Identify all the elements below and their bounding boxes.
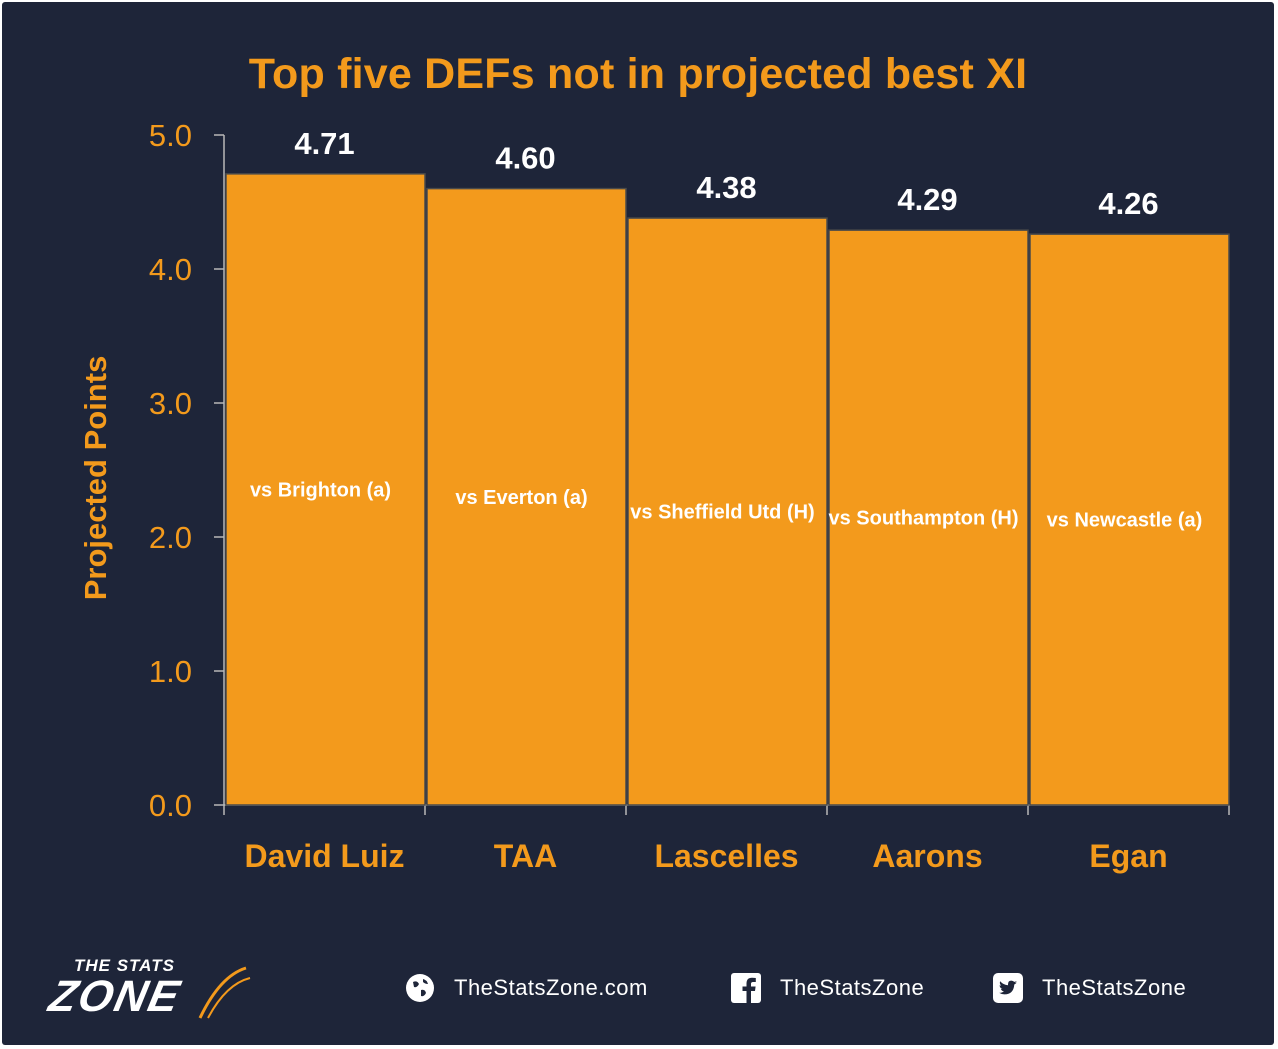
facebook-link[interactable]: TheStatsZone bbox=[730, 972, 924, 1004]
bar bbox=[426, 187, 627, 806]
x-tick-label: David Luiz bbox=[244, 838, 404, 874]
logo-main-text: ZONE bbox=[44, 972, 186, 1021]
bar bbox=[828, 229, 1029, 806]
bar-annotation: vs Southampton (H) bbox=[829, 508, 1019, 530]
y-tick-label: 0.0 bbox=[149, 788, 192, 823]
y-tick-label: 1.0 bbox=[149, 654, 192, 689]
y-tick-label: 3.0 bbox=[149, 386, 192, 421]
x-tick-label: Lascelles bbox=[654, 838, 798, 874]
bar-chart: 0.0 1.0 2.0 3.0 4.0 5.0 4.71 David Luiz vs Brig… bbox=[78, 118, 1230, 874]
bar-annotation: vs Brighton (a) bbox=[250, 479, 391, 501]
bar-annotation: vs Sheffield Utd (H) bbox=[630, 502, 814, 524]
website-link[interactable]: TheStatsZone.com bbox=[404, 972, 648, 1004]
bar bbox=[1029, 233, 1230, 806]
y-tick-label: 5.0 bbox=[149, 118, 192, 153]
x-tick-label: Aarons bbox=[872, 838, 982, 874]
data-label: 4.60 bbox=[495, 141, 555, 176]
data-label: 4.38 bbox=[696, 170, 756, 205]
data-label: 4.29 bbox=[897, 182, 957, 217]
facebook-icon bbox=[731, 973, 761, 1003]
stats-zone-logo: THE STATS ZONE bbox=[45, 956, 270, 1026]
data-label: 4.26 bbox=[1098, 186, 1158, 221]
twitter-link[interactable]: TheStatsZone bbox=[992, 972, 1186, 1004]
y-tick-label: 4.0 bbox=[149, 252, 192, 287]
bar-annotation: vs Everton (a) bbox=[455, 487, 587, 509]
twitter-text: TheStatsZone bbox=[1042, 975, 1187, 1000]
bar-annotation: vs Newcastle (a) bbox=[1047, 510, 1203, 532]
data-label: 4.71 bbox=[294, 126, 354, 161]
x-tick-label: Egan bbox=[1089, 838, 1167, 874]
y-tick-label: 2.0 bbox=[149, 520, 192, 555]
twitter-icon bbox=[993, 973, 1023, 1003]
globe-icon bbox=[406, 974, 434, 1002]
bar bbox=[627, 217, 828, 806]
logo-top-text: THE STATS bbox=[74, 956, 175, 975]
footer: THE STATS ZONE TheStatsZone.com TheStats… bbox=[2, 942, 1274, 1042]
chart-title: Top five DEFs not in projected best XI bbox=[248, 50, 1028, 98]
bar bbox=[225, 173, 426, 806]
x-tick-label: TAA bbox=[494, 838, 557, 874]
y-axis-label: Projected Points bbox=[78, 356, 113, 601]
website-text: TheStatsZone.com bbox=[454, 975, 648, 1000]
facebook-text: TheStatsZone bbox=[780, 975, 925, 1000]
